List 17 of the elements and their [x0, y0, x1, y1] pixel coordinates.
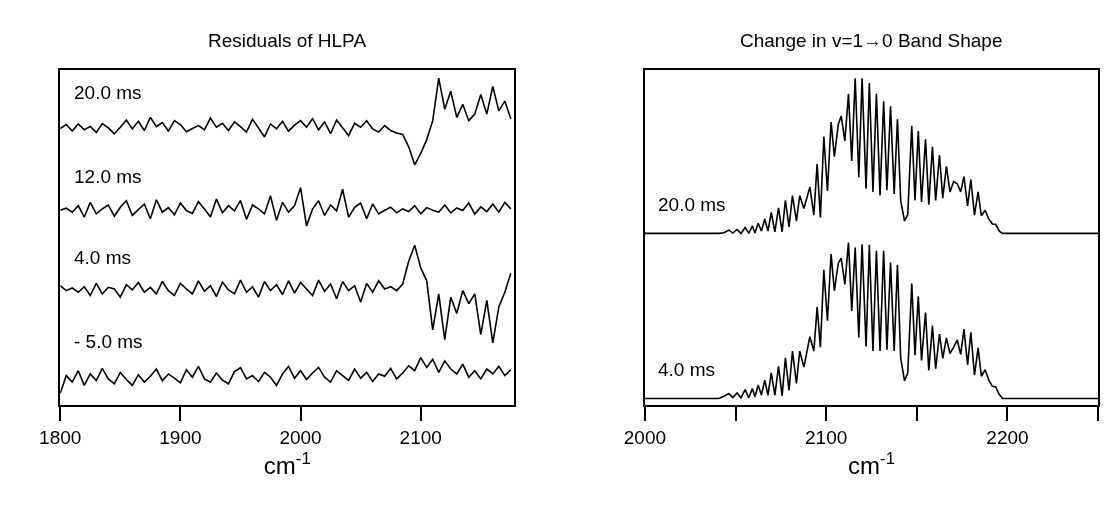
series-label: 4.0 ms — [658, 359, 716, 380]
series-label: 4.0 ms — [74, 247, 132, 268]
x-tick-label: 2100 — [805, 426, 848, 448]
x-axis-title: cm$^{-1}$ — [848, 448, 895, 479]
chart-title: Residuals of HLPA — [208, 30, 367, 51]
x-axis-title: cm$^{-1}$ — [263, 448, 311, 479]
series-label: 20.0 ms — [74, 82, 142, 103]
series-label: - 5.0 ms — [74, 331, 143, 352]
series-label: 20.0 ms — [658, 194, 726, 215]
series-label: 12.0 ms — [74, 166, 142, 187]
x-tick-label: 2200 — [986, 426, 1029, 448]
x-tick-label: 2000 — [623, 426, 667, 448]
chart-title: Change in v=1→0 Band Shape — [740, 30, 1003, 51]
x-tick-label: 2000 — [279, 426, 322, 448]
x-tick-label: 1900 — [159, 426, 202, 448]
x-tick-label: 2100 — [399, 426, 442, 448]
x-tick-label: 1800 — [39, 426, 82, 448]
